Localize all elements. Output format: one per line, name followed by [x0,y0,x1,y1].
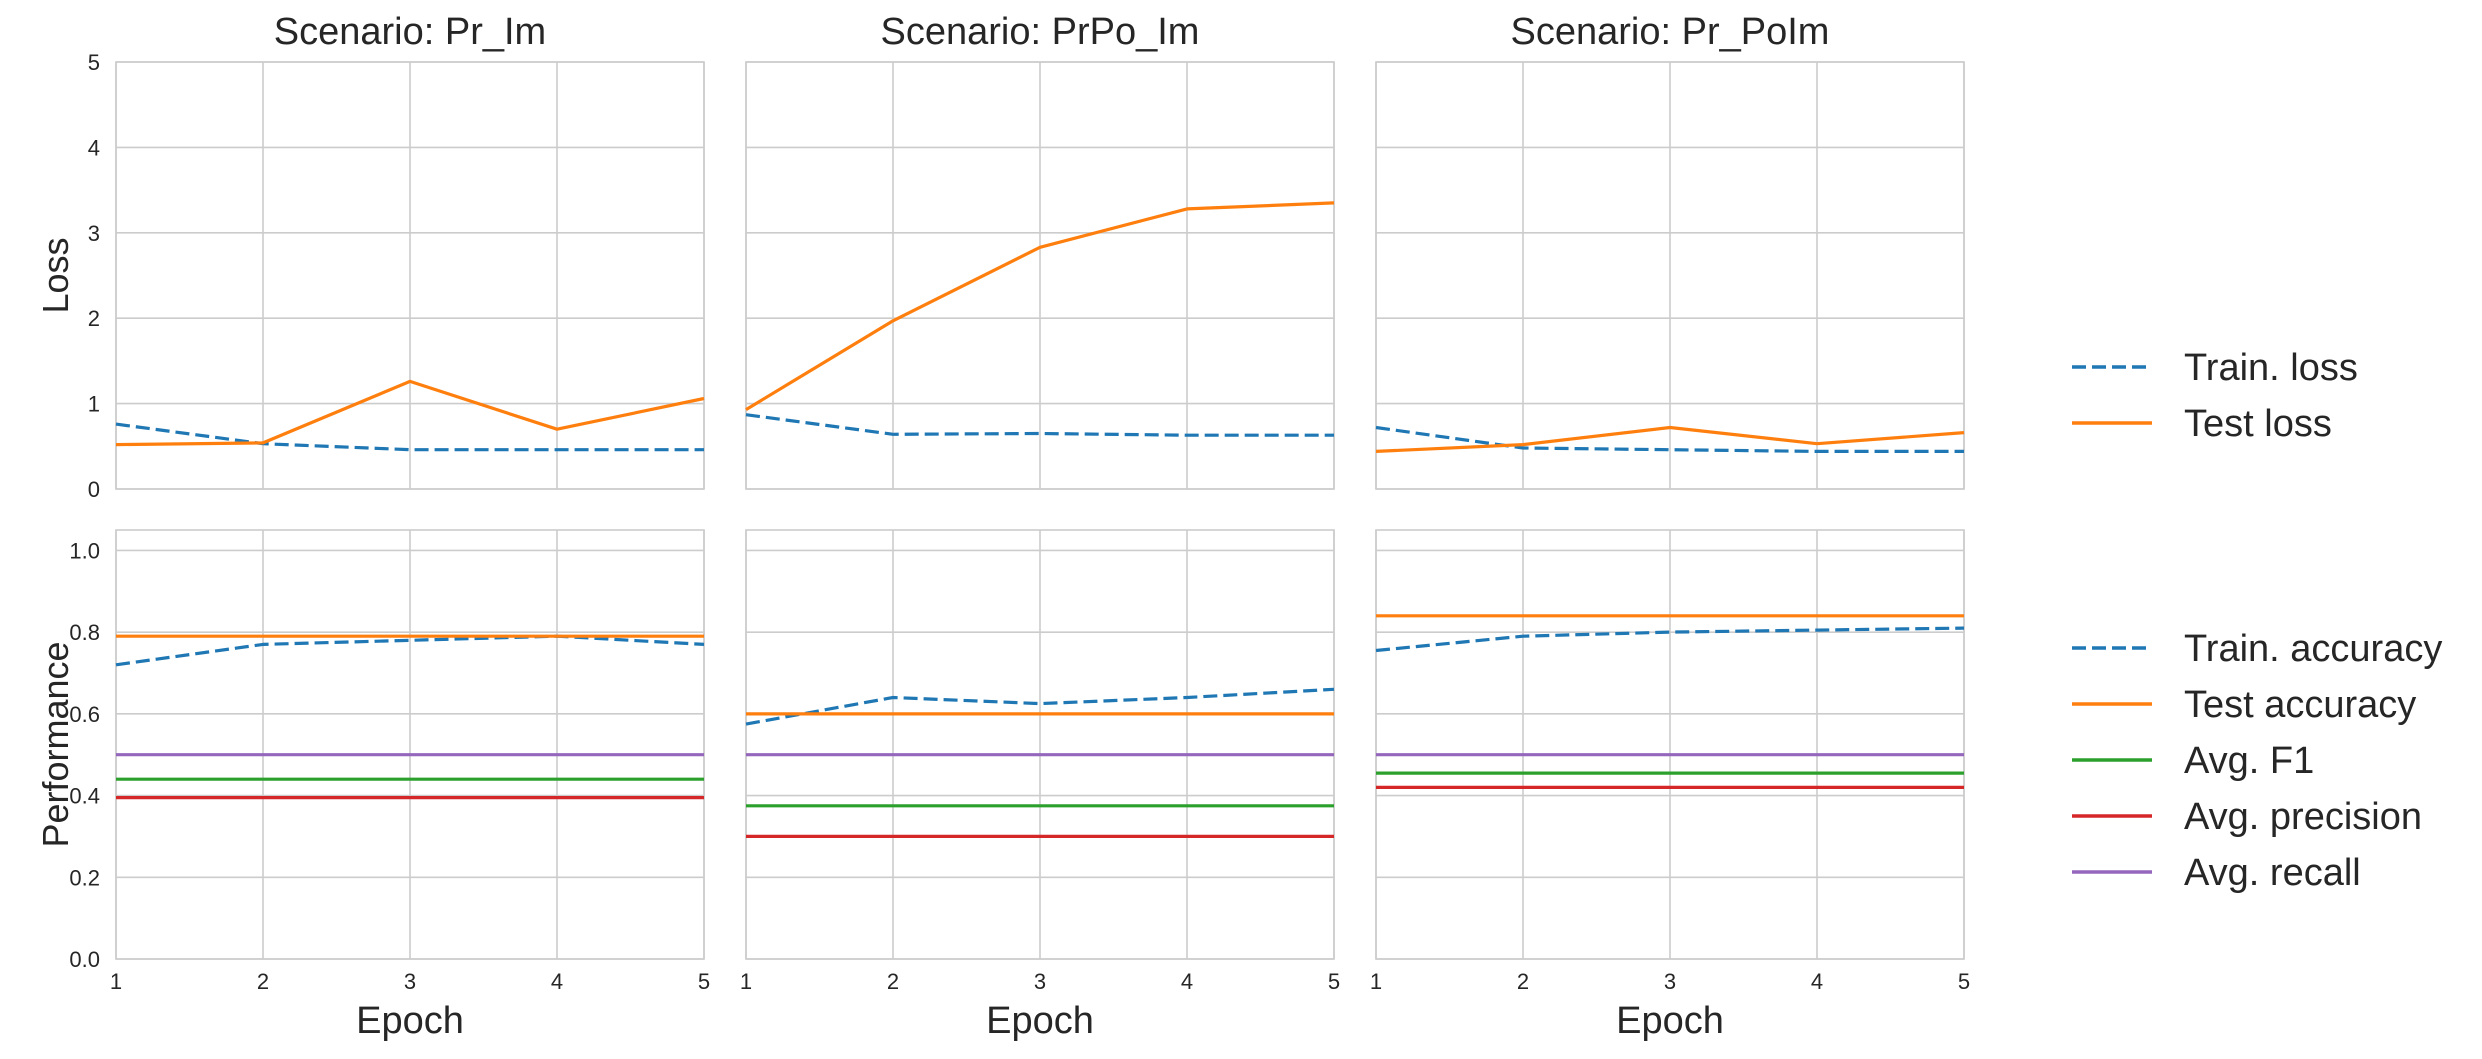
series-line-test-loss [115,379,705,447]
x-tick-label: 2 [257,969,269,994]
y-tick-label: 4 [88,135,100,160]
plot-frame [1375,529,1965,960]
x-axis-label: Epoch [986,1000,1094,1042]
series-line-train-loss [745,413,1334,437]
series-line-train-accuracy [745,687,1335,726]
plot-frame [745,529,1335,960]
subplot-performance-2: 1 2 3 4 5 Epoch [740,529,1340,1042]
x-tick-label: 5 [698,969,710,994]
legend-label: Train. accuracy [2184,628,2442,670]
series-line-train-accuracy [1375,626,1965,653]
plot-frame [1375,61,1965,490]
y-tick-label: 0.8 [69,620,100,645]
series-line-test-loss [1375,425,1965,453]
subplot-loss-1: 0 1 2 3 4 5 Scenario: Pr_Im Loss [35,11,705,502]
x-tick-label: 1 [740,969,752,994]
plot-frame [115,529,705,960]
y-tick-label: 0.6 [69,702,100,727]
x-tick-label: 3 [1664,969,1676,994]
x-axis-label: Epoch [356,1000,464,1042]
subplot-title: Scenario: PrPo_Im [881,11,1200,53]
subplot-title: Scenario: Pr_PoIm [1511,11,1830,53]
legend-label: Test accuracy [2184,684,2416,726]
x-tick-label: 1 [1370,969,1382,994]
subplot-loss-3: Scenario: Pr_PoIm [1375,11,1965,490]
legend-label: Avg. precision [2184,796,2422,838]
legend-label: Avg. recall [2184,852,2361,894]
subplot-title: Scenario: Pr_Im [274,11,546,53]
loss-legend: Train. loss Test loss [2072,347,2358,445]
y-tick-label: 0.2 [69,865,100,890]
y-tick-label: 2 [88,306,100,331]
plot-frame [745,61,1335,490]
x-tick-label: 5 [1328,969,1340,994]
legend-label: Avg. F1 [2184,740,2314,782]
legend-label: Train. loss [2184,347,2358,389]
y-tick-label: 0 [88,477,100,502]
subplot-performance-1: 0.0 0.2 0.4 0.6 0.8 1.0 1 2 3 4 5 Performance Epoch [35,529,710,1042]
x-tick-label: 3 [404,969,416,994]
x-tick-label: 2 [887,969,899,994]
legend-label: Test loss [2184,403,2332,445]
x-axis-label: Epoch [1616,1000,1724,1042]
subplot-performance-3: 1 2 3 4 5 Epoch [1370,529,1970,1042]
x-tick-label: 5 [1958,969,1970,994]
performance-legend: Train. accuracy Test accuracy Avg. F1 Avg. … [2072,628,2442,894]
plot-frame [115,61,705,490]
y-axis-label: Loss [35,237,76,313]
y-axis-label: Performance [35,641,76,847]
y-tick-label: 1.0 [69,538,100,563]
series-line-test-loss [745,201,1335,411]
series-line-train-loss [1375,425,1964,453]
x-tick-label: 4 [551,969,563,994]
x-tick-label: 3 [1034,969,1046,994]
y-tick-label: 3 [88,221,100,246]
x-tick-label: 2 [1517,969,1529,994]
series-line-train-loss [115,422,704,452]
y-tick-label: 0.4 [69,784,100,809]
y-tick-label: 5 [88,50,100,75]
x-tick-label: 1 [110,969,122,994]
y-tick-label: 0.0 [69,947,100,972]
y-tick-label: 1 [88,392,100,417]
subplot-loss-2: Scenario: PrPo_Im [745,11,1335,490]
x-tick-label: 4 [1181,969,1193,994]
x-tick-label: 4 [1811,969,1823,994]
series-line-train-accuracy [115,634,705,667]
